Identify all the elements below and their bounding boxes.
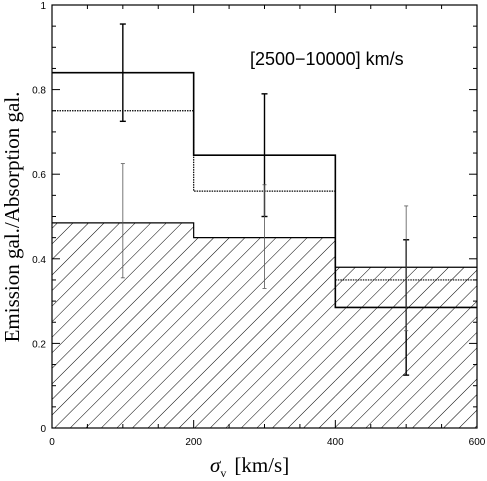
error-bars	[119, 23, 410, 376]
tick-labels: 0 200 400 600 0 0.2 0.4 0.6 0.8 1	[32, 1, 486, 448]
velocity-range-annotation: [2500−10000] km/s	[250, 49, 404, 69]
x-axis-unit: [km/s]	[234, 453, 289, 477]
y-axis-label: Emission gal./Absorption gal.	[0, 92, 24, 343]
x-tick-label: 200	[185, 437, 202, 448]
x-tick-label: 600	[469, 437, 486, 448]
y-tick-label: 0.6	[32, 170, 46, 181]
y-tick-label: 0.4	[32, 255, 46, 266]
x-axis-label: σv [km/s]	[210, 453, 289, 480]
y-tick-label: 1	[40, 1, 46, 12]
x-tick-label: 0	[49, 437, 55, 448]
axis-ticks	[51, 4, 478, 429]
y-tick-label: 0.2	[32, 339, 46, 350]
x-axis-subscript: v	[220, 466, 226, 480]
x-axis-symbol: σ	[210, 453, 222, 477]
x-tick-label: 400	[327, 437, 344, 448]
y-tick-label: 0	[40, 424, 46, 435]
y-tick-label: 0.8	[32, 86, 46, 97]
